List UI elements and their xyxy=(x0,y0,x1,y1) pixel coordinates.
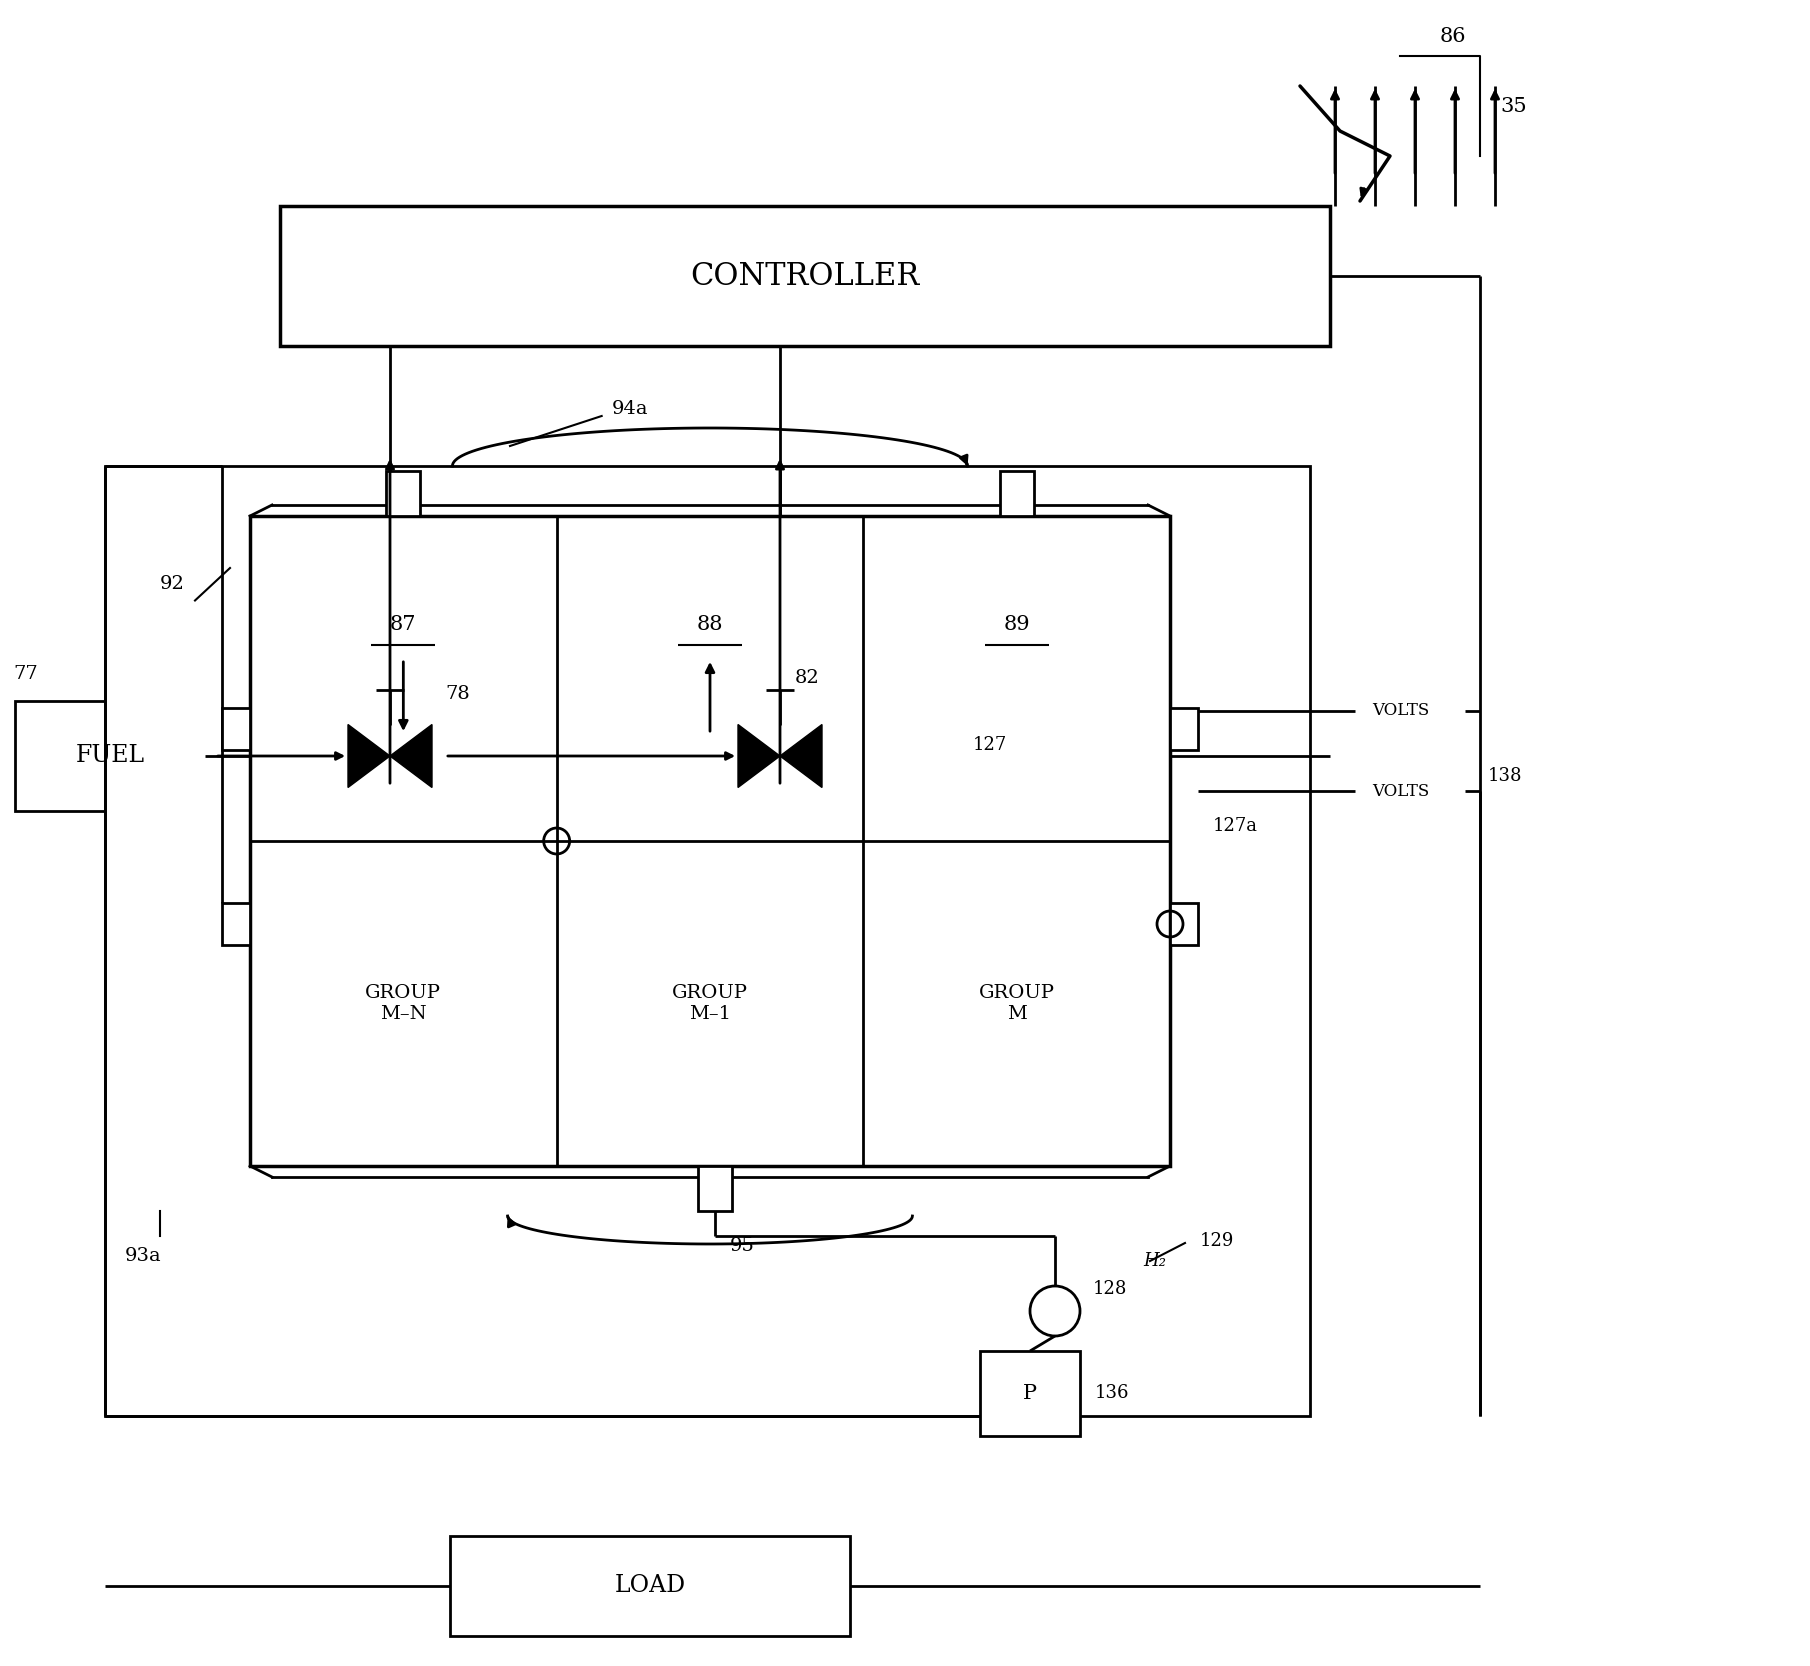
Text: 95: 95 xyxy=(729,1236,755,1254)
Bar xyxy=(250,516,1169,1166)
Bar xyxy=(1169,708,1198,750)
Bar xyxy=(999,471,1034,516)
Bar xyxy=(699,1166,731,1211)
Text: 82: 82 xyxy=(795,670,820,686)
Text: 94a: 94a xyxy=(612,400,648,418)
Text: 86: 86 xyxy=(1441,27,1466,45)
Bar xyxy=(1169,903,1198,945)
Text: 78: 78 xyxy=(445,685,471,703)
Text: 92: 92 xyxy=(159,575,185,593)
Text: 127a: 127a xyxy=(1213,816,1258,835)
Bar xyxy=(14,701,205,811)
Bar xyxy=(105,466,1310,1416)
Text: 89: 89 xyxy=(1003,615,1030,633)
Bar xyxy=(386,471,420,516)
Text: GROUP
M: GROUP M xyxy=(979,985,1055,1023)
Polygon shape xyxy=(780,725,822,788)
Text: VOLTS: VOLTS xyxy=(1372,783,1430,800)
Bar xyxy=(979,1351,1081,1436)
Text: P: P xyxy=(1023,1384,1037,1403)
Text: 128: 128 xyxy=(1093,1279,1128,1298)
Text: H₂: H₂ xyxy=(1142,1253,1166,1269)
Text: 129: 129 xyxy=(1200,1231,1234,1250)
Text: 88: 88 xyxy=(697,615,724,633)
Text: 35: 35 xyxy=(1500,97,1526,115)
Text: 93a: 93a xyxy=(125,1246,161,1264)
Polygon shape xyxy=(389,725,433,788)
Text: GROUP
M–N: GROUP M–N xyxy=(366,985,442,1023)
Text: 138: 138 xyxy=(1488,766,1522,785)
Text: 87: 87 xyxy=(391,615,416,633)
Text: 77: 77 xyxy=(13,665,38,683)
Text: GROUP
M–1: GROUP M–1 xyxy=(672,985,748,1023)
Text: 127: 127 xyxy=(972,736,1006,755)
Bar xyxy=(281,207,1330,347)
Text: VOLTS: VOLTS xyxy=(1372,703,1430,720)
Bar xyxy=(451,1536,851,1636)
Bar xyxy=(223,708,250,750)
Text: 136: 136 xyxy=(1095,1384,1129,1403)
Polygon shape xyxy=(738,725,780,788)
Text: LOAD: LOAD xyxy=(614,1574,686,1598)
Polygon shape xyxy=(348,725,389,788)
Text: FUEL: FUEL xyxy=(76,745,145,768)
Bar xyxy=(223,903,250,945)
Text: CONTROLLER: CONTROLLER xyxy=(690,260,919,292)
